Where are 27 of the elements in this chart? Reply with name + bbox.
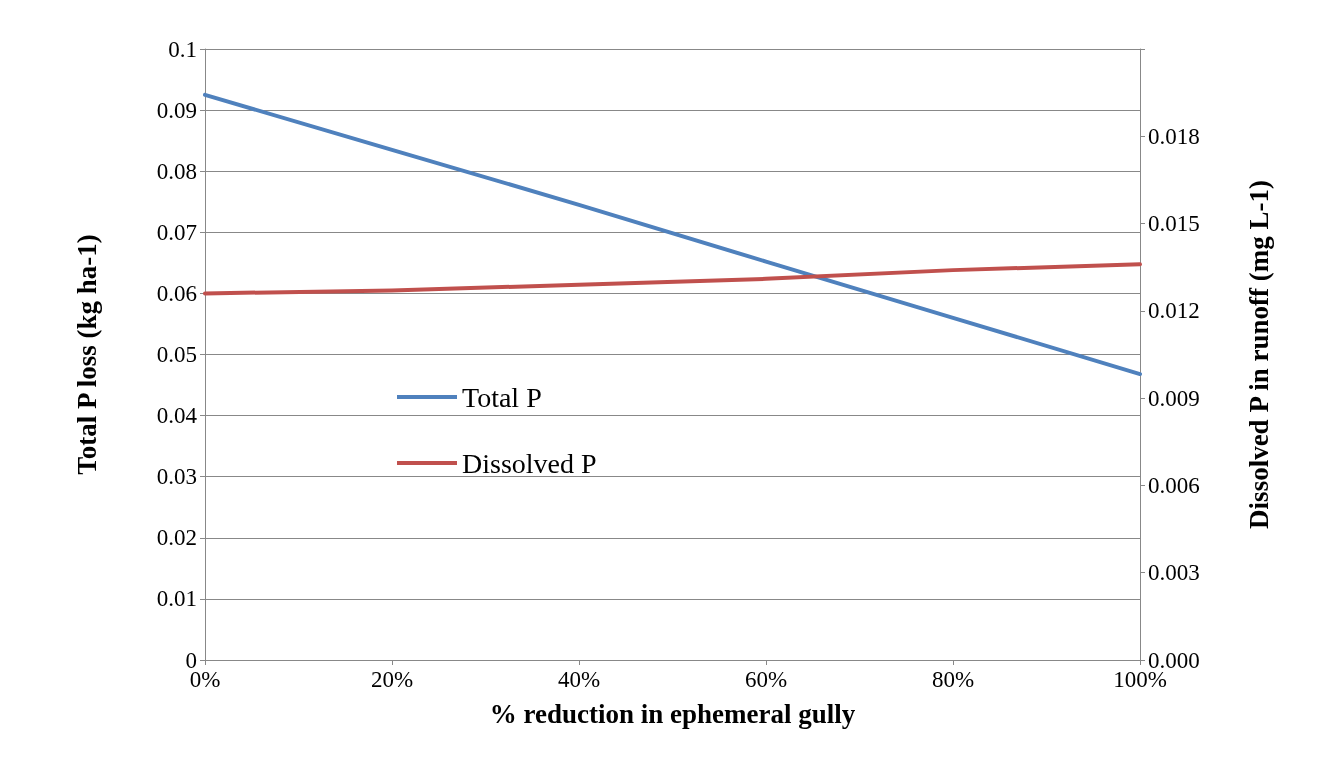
x-axis-title: % reduction in ephemeral gully bbox=[489, 698, 856, 729]
y2-tick-label: 0.012 bbox=[1148, 298, 1200, 324]
y-tick-label: 0.01 bbox=[156, 586, 197, 612]
y2-axis-title: Dissolved P in runoff (mg L-1) bbox=[1243, 180, 1274, 529]
y-tick-label: 0.09 bbox=[156, 97, 197, 123]
x-tick-label: 40% bbox=[557, 667, 601, 692]
x-tick-label: 60% bbox=[744, 667, 788, 692]
x-tick-label: 80% bbox=[931, 667, 975, 692]
y-tick-label: 0.07 bbox=[156, 219, 197, 245]
legend-label: Dissolved P bbox=[462, 447, 597, 479]
y-tick-label: 0.06 bbox=[156, 280, 197, 306]
y2-tick-label: 0.006 bbox=[1148, 472, 1200, 498]
y2-tick-label: 0.015 bbox=[1148, 211, 1200, 237]
y-tick-label: 0.04 bbox=[156, 403, 198, 429]
x-tick-label: 20% bbox=[370, 667, 414, 692]
line-series bbox=[203, 92, 1142, 377]
y2-tick-label: 0.009 bbox=[1148, 385, 1200, 411]
y-tick-label: 0.08 bbox=[156, 158, 197, 184]
y-tick-label: 0.03 bbox=[156, 464, 197, 490]
y-tick-label: 0.1 bbox=[168, 36, 197, 62]
y2-tick-label: 0.003 bbox=[1148, 560, 1200, 586]
y2-tick-label: 0.018 bbox=[1148, 123, 1200, 149]
y-tick-label: 0.02 bbox=[156, 525, 197, 551]
y-axis-title: Total P loss (kg ha-1) bbox=[71, 234, 102, 475]
legend-label: Total P bbox=[462, 381, 542, 413]
y-tick-label: 0.05 bbox=[156, 342, 197, 367]
line-series bbox=[203, 262, 1142, 296]
